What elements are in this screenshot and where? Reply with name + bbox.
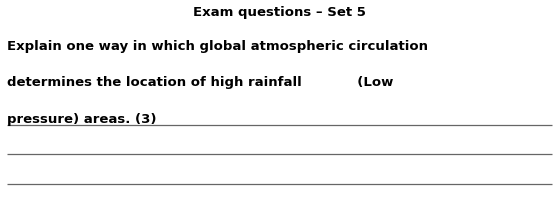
Text: determines the location of high rainfall            (Low: determines the location of high rainfall…: [7, 76, 393, 89]
Text: Explain one way in which global atmospheric circulation: Explain one way in which global atmosphe…: [7, 40, 428, 53]
Text: Exam questions – Set 5: Exam questions – Set 5: [193, 6, 366, 19]
Text: pressure) areas. (3): pressure) areas. (3): [7, 113, 156, 126]
